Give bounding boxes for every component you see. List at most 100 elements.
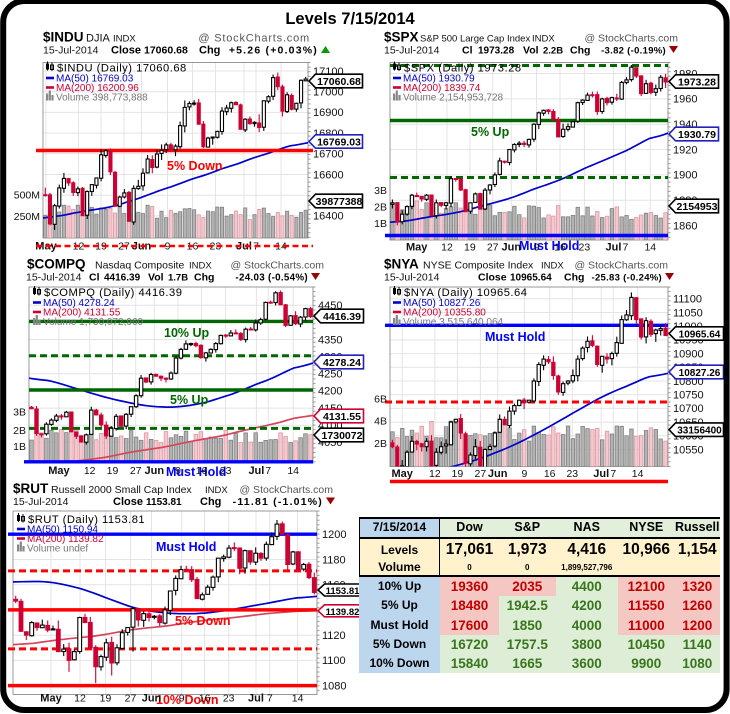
svg-text:+5.26 (+0.03%): +5.26 (+0.03%) [229, 45, 318, 57]
svg-text:3B: 3B [13, 407, 26, 419]
svg-text:11050: 11050 [673, 307, 703, 319]
svg-text:Russell 2000 Small Cap Index: Russell 2000 Small Cap Index [51, 484, 192, 496]
svg-text:1973.28: 1973.28 [478, 46, 515, 57]
svg-text:Volume undef: Volume undef [27, 544, 88, 555]
svg-text:23: 23 [210, 241, 222, 253]
svg-text:16600: 16600 [313, 169, 344, 181]
svg-text:Vol: Vol [523, 45, 539, 57]
svg-text:Nasdaq Composite: Nasdaq Composite [95, 260, 184, 272]
svg-text:1153.81: 1153.81 [326, 586, 361, 597]
svg-text:Close: Close [113, 496, 143, 508]
svg-text:19: 19 [464, 242, 476, 254]
svg-text:16900: 16900 [313, 107, 344, 119]
svg-text:May: May [391, 468, 413, 480]
svg-text:$SPX: $SPX [384, 30, 419, 45]
svg-text:$COMPQ: $COMPQ [27, 257, 86, 272]
svg-text:19: 19 [100, 693, 112, 705]
svg-text:1.7B: 1.7B [168, 273, 188, 284]
svg-text:MA(50) 1930.79: MA(50) 1930.79 [403, 74, 475, 85]
svg-text:INDX: INDX [189, 261, 212, 272]
svg-text:1B: 1B [13, 441, 26, 453]
svg-text:1120: 1120 [322, 630, 346, 642]
svg-text:$INDU: $INDU [43, 30, 84, 45]
svg-text:MA(200) 1139.82: MA(200) 1139.82 [27, 534, 104, 545]
svg-text:3B: 3B [374, 185, 387, 197]
svg-text:$NYA: $NYA [384, 257, 419, 272]
svg-text:Must Hold: Must Hold [166, 465, 226, 479]
svg-text:Chg: Chg [564, 272, 584, 284]
svg-text:-25.83 (-0.24%): -25.83 (-0.24%) [591, 273, 662, 284]
svg-text:@ StockCharts.com: @ StockCharts.com [198, 33, 310, 45]
svg-text:16: 16 [199, 693, 211, 705]
svg-text:Close: Close [111, 45, 141, 57]
svg-text:12: 12 [84, 465, 96, 477]
svg-text:250M: 250M [14, 211, 40, 223]
svg-text:4416.39: 4416.39 [104, 273, 141, 284]
svg-text:Cl: Cl [89, 272, 100, 284]
svg-text:Chg: Chg [200, 496, 221, 508]
svg-text:10550: 10550 [673, 444, 704, 456]
svg-text:5% Up: 5% Up [471, 125, 510, 139]
svg-text:4200: 4200 [318, 386, 342, 398]
svg-text:9: 9 [165, 241, 171, 253]
svg-text:1930.79: 1930.79 [678, 129, 716, 141]
svg-text:14: 14 [632, 468, 644, 480]
svg-text:16: 16 [554, 242, 566, 254]
svg-text:INDX: INDX [541, 261, 564, 272]
svg-text:-24.03 (-0.54%): -24.03 (-0.54%) [235, 273, 308, 284]
svg-text:4250: 4250 [318, 369, 342, 381]
svg-text:Jul: Jul [593, 468, 609, 480]
svg-text:$NYA (Daily) 10965.64: $NYA (Daily) 10965.64 [404, 287, 527, 299]
svg-text:9: 9 [521, 468, 527, 480]
svg-text:1200: 1200 [322, 529, 346, 541]
svg-text:10827.26: 10827.26 [679, 368, 721, 379]
svg-text:9: 9 [179, 693, 185, 705]
svg-text:5% Up: 5% Up [170, 393, 209, 407]
svg-text:May: May [48, 465, 70, 477]
svg-text:Chg: Chg [570, 45, 590, 57]
svg-text:1920: 1920 [673, 144, 697, 156]
svg-text:4B: 4B [374, 416, 387, 428]
svg-text:6B: 6B [374, 394, 387, 406]
svg-text:$RUT: $RUT [13, 481, 49, 496]
svg-text:4278.24: 4278.24 [323, 357, 361, 369]
svg-text:1080: 1080 [322, 681, 346, 693]
svg-text:33156400: 33156400 [677, 426, 722, 437]
svg-text:14: 14 [644, 242, 656, 254]
svg-text:10750: 10750 [673, 390, 704, 402]
svg-text:INDX: INDX [205, 485, 228, 496]
svg-text:Jun: Jun [488, 468, 508, 480]
svg-text:23: 23 [566, 468, 578, 480]
svg-text:12: 12 [74, 693, 86, 705]
svg-text:1153.81: 1153.81 [146, 497, 182, 508]
svg-text:2154953: 2154953 [677, 201, 718, 213]
svg-text:14: 14 [287, 465, 299, 477]
svg-text:$COMPQ (Daily) 4416.39: $COMPQ (Daily) 4416.39 [44, 287, 182, 299]
svg-text:14: 14 [292, 693, 304, 705]
svg-text:Cl: Cl [462, 45, 473, 57]
svg-text:1960: 1960 [673, 94, 697, 106]
svg-text:16769.03: 16769.03 [317, 137, 361, 149]
svg-text:4131.55: 4131.55 [323, 411, 361, 423]
svg-text:Jun: Jun [142, 693, 162, 705]
svg-text:Must Hold: Must Hold [485, 330, 545, 344]
svg-text:12: 12 [441, 242, 453, 254]
svg-text:23: 23 [220, 465, 232, 477]
svg-text:19: 19 [452, 468, 464, 480]
svg-text:27: 27 [125, 693, 137, 705]
svg-text:10965.64: 10965.64 [679, 330, 721, 341]
svg-text:7: 7 [267, 693, 273, 705]
svg-text:17060.68: 17060.68 [144, 45, 188, 57]
svg-text:MA(50) 4278.24: MA(50) 4278.24 [43, 298, 115, 309]
svg-text:27: 27 [130, 465, 142, 477]
svg-text:1139.82: 1139.82 [326, 607, 360, 618]
svg-text:1100: 1100 [322, 655, 346, 667]
svg-text:1860: 1860 [673, 220, 697, 232]
svg-text:17000: 17000 [313, 87, 344, 99]
svg-text:10700: 10700 [673, 403, 704, 415]
svg-text:Must Hold: Must Hold [519, 239, 579, 253]
svg-text:INDX: INDX [532, 34, 555, 45]
svg-text:Close: Close [478, 272, 507, 284]
svg-text:7: 7 [622, 242, 628, 254]
svg-text:9: 9 [534, 242, 540, 254]
